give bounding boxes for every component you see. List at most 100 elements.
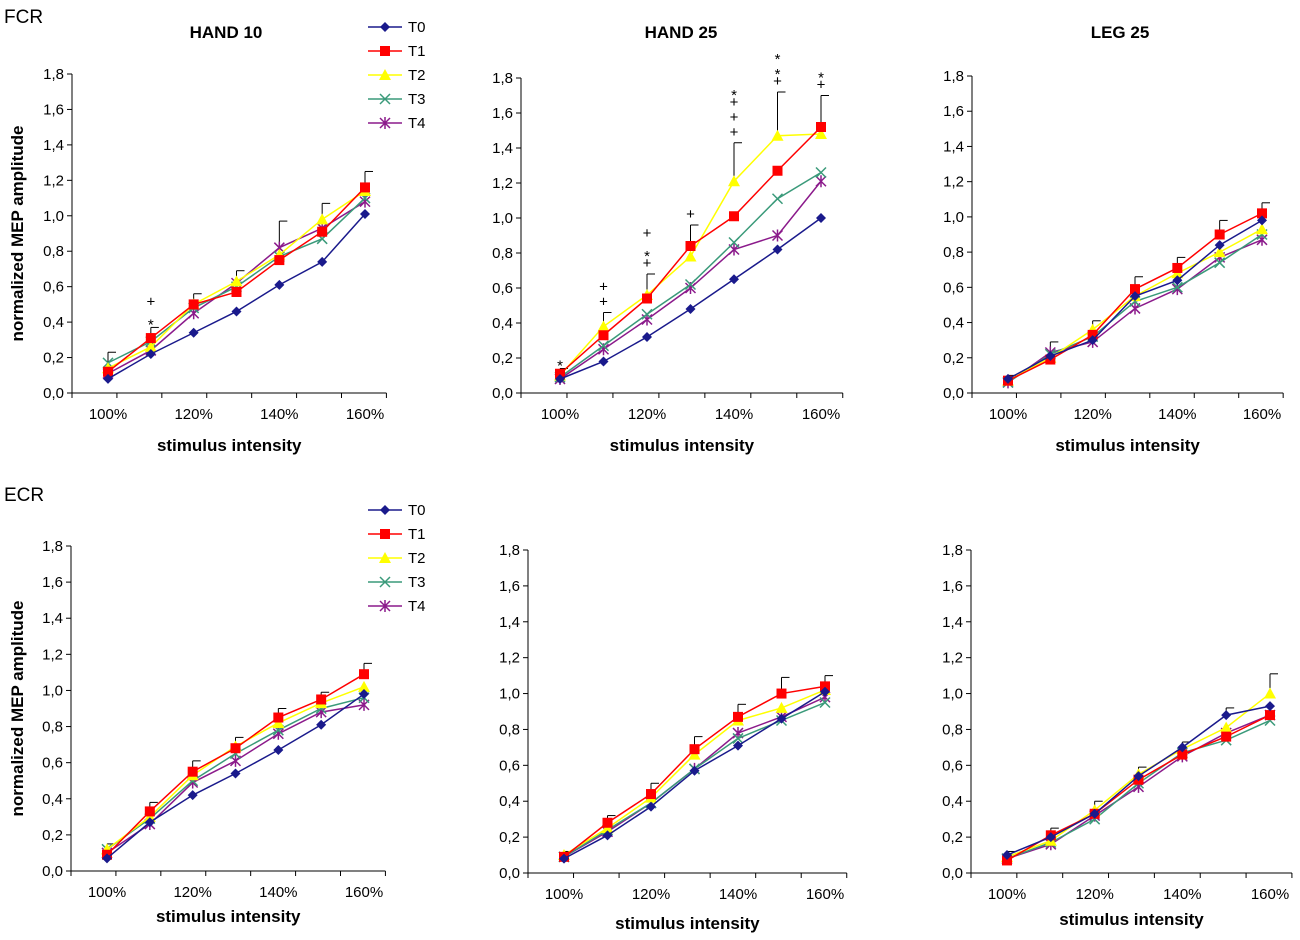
y-tick-label: 1,6 bbox=[492, 105, 513, 122]
data-point-t0 bbox=[602, 830, 613, 841]
x-tick-label: 100% bbox=[545, 886, 583, 903]
legend-ecr: T0 T1 T2 T3 T4 bbox=[368, 502, 426, 615]
data-point-t3 bbox=[1214, 257, 1226, 269]
y-tick-label: 1,8 bbox=[492, 70, 513, 87]
legend-marker bbox=[379, 93, 391, 105]
data-point-t1 bbox=[103, 366, 113, 377]
legend-label: T4 bbox=[408, 115, 426, 132]
row-label-ecr: ECR bbox=[4, 485, 44, 506]
significance-marker: + bbox=[643, 255, 652, 272]
legend-label: T3 bbox=[408, 574, 426, 591]
data-point-t0 bbox=[359, 689, 369, 700]
x-tick-label: 160% bbox=[1243, 406, 1281, 423]
data-point-t2 bbox=[316, 213, 329, 225]
data-point-t4 bbox=[1256, 233, 1268, 246]
y-tick-label: 1,6 bbox=[943, 103, 964, 120]
y-tick-label: 0,0 bbox=[492, 385, 513, 402]
chart-panel: 0,0 0,2 0,4 0,6 0,8 1,0 1,2 1,4 1,6 1,8 100% 120% 14… bbox=[8, 538, 386, 926]
data-point-t0 bbox=[273, 745, 284, 756]
data-point-t1 bbox=[1265, 710, 1275, 721]
data-point-t3 bbox=[1171, 281, 1183, 293]
y-tick-label: 1,0 bbox=[943, 209, 964, 226]
significance-marker: * bbox=[557, 358, 563, 375]
y-tick-label: 1,2 bbox=[942, 650, 963, 667]
legend-label: T2 bbox=[408, 67, 426, 84]
data-point-t0 bbox=[360, 209, 370, 220]
data-point-t1 bbox=[188, 299, 199, 310]
data-point-t0 bbox=[1003, 373, 1013, 384]
data-point-t1 bbox=[231, 286, 242, 297]
y-tick-label: 0,8 bbox=[942, 721, 963, 738]
data-point-t3 bbox=[728, 236, 740, 249]
x-tick-label: 120% bbox=[173, 884, 211, 901]
y-tick-label: 1,4 bbox=[42, 610, 63, 627]
data-point-t0 bbox=[1172, 275, 1183, 286]
y-tick-label: 0,2 bbox=[492, 350, 513, 367]
y-tick-label: 0,6 bbox=[942, 757, 963, 774]
data-point-t2 bbox=[728, 175, 740, 187]
y-tick-label: 1,0 bbox=[492, 210, 513, 227]
chart-panel: 0,0 0,2 0,4 0,6 0,8 1,0 1,2 1,4 1,6 1,8 100% 120% 14… bbox=[942, 542, 1293, 929]
data-point-t0 bbox=[776, 713, 787, 724]
x-tick-label: 120% bbox=[628, 406, 666, 423]
data-point-t0 bbox=[685, 304, 696, 314]
x-axis-title: stimulus intensity bbox=[1059, 910, 1204, 929]
data-point-t3 bbox=[684, 278, 697, 291]
y-tick-label: 0,2 bbox=[943, 350, 964, 367]
data-point-t3 bbox=[597, 340, 610, 352]
data-point-t2 bbox=[1256, 223, 1268, 235]
data-point-t4 bbox=[815, 175, 827, 188]
data-point-t1 bbox=[1177, 749, 1188, 760]
data-point-t2 bbox=[597, 320, 610, 332]
significance-marker: + bbox=[686, 206, 695, 223]
legend-item-t2: T2 bbox=[368, 550, 426, 567]
y-tick-label: 0,4 bbox=[43, 314, 64, 331]
y-tick-label: 0,2 bbox=[43, 350, 64, 367]
x-tick-label: 160% bbox=[802, 406, 840, 423]
y-tick-label: 1,2 bbox=[43, 172, 64, 189]
data-point-t1 bbox=[1087, 329, 1098, 340]
y-tick-label: 0,4 bbox=[492, 315, 513, 332]
x-tick-label: 120% bbox=[1075, 886, 1113, 903]
legend-label: T2 bbox=[408, 550, 426, 567]
data-point-t0 bbox=[1214, 240, 1225, 251]
data-point-t2 bbox=[230, 275, 243, 287]
chart-panel: HAND 10 0,0 0,2 0,4 0,6 0,8 1,0 1,2 1,4 1,6 1,8 100… bbox=[8, 23, 387, 455]
data-point-t0 bbox=[1130, 291, 1140, 302]
data-point-t0 bbox=[317, 256, 328, 267]
legend-item-t0: T0 bbox=[368, 502, 426, 519]
chart-panel: HAND 25 0,0 0,2 0,4 0,6 0,8 1,0 1,2 1,4 1,6 1,8 100… bbox=[492, 23, 844, 455]
y-tick-label: 0,0 bbox=[942, 865, 963, 882]
y-tick-label: 1,0 bbox=[42, 682, 63, 699]
data-point-t0 bbox=[1265, 701, 1275, 712]
legend-marker bbox=[379, 600, 391, 612]
x-tick-label: 120% bbox=[632, 886, 670, 903]
data-point-t2 bbox=[771, 129, 784, 141]
legend-marker bbox=[379, 69, 391, 80]
data-point-t0 bbox=[555, 374, 565, 384]
y-tick-label: 0,8 bbox=[499, 721, 520, 738]
y-tick-label: 0,0 bbox=[499, 865, 520, 882]
y-tick-label: 1,6 bbox=[942, 578, 963, 595]
data-point-t1 bbox=[144, 806, 155, 817]
panel-title: HAND 10 bbox=[190, 23, 263, 42]
y-tick-label: 0,8 bbox=[42, 719, 63, 736]
y-tick-label: 1,8 bbox=[43, 66, 64, 83]
data-point-t0 bbox=[103, 373, 113, 384]
data-point-t0 bbox=[144, 817, 155, 828]
data-point-t1 bbox=[1214, 229, 1225, 240]
data-point-t0 bbox=[230, 768, 241, 779]
y-tick-label: 0,8 bbox=[943, 244, 964, 261]
data-point-t1 bbox=[729, 211, 739, 222]
data-point-t1 bbox=[145, 333, 156, 344]
legend-label: T4 bbox=[408, 598, 426, 615]
legend-item-t1: T1 bbox=[368, 43, 426, 60]
data-point-t0 bbox=[188, 327, 199, 338]
x-tick-label: 160% bbox=[1251, 886, 1289, 903]
y-tick-label: 0,6 bbox=[42, 755, 63, 772]
y-tick-label: 0,4 bbox=[943, 315, 964, 332]
y-tick-label: 0,2 bbox=[942, 829, 963, 846]
data-point-t1 bbox=[1172, 262, 1183, 273]
y-tick-label: 0,2 bbox=[42, 827, 63, 844]
x-tick-label: 160% bbox=[346, 406, 384, 423]
